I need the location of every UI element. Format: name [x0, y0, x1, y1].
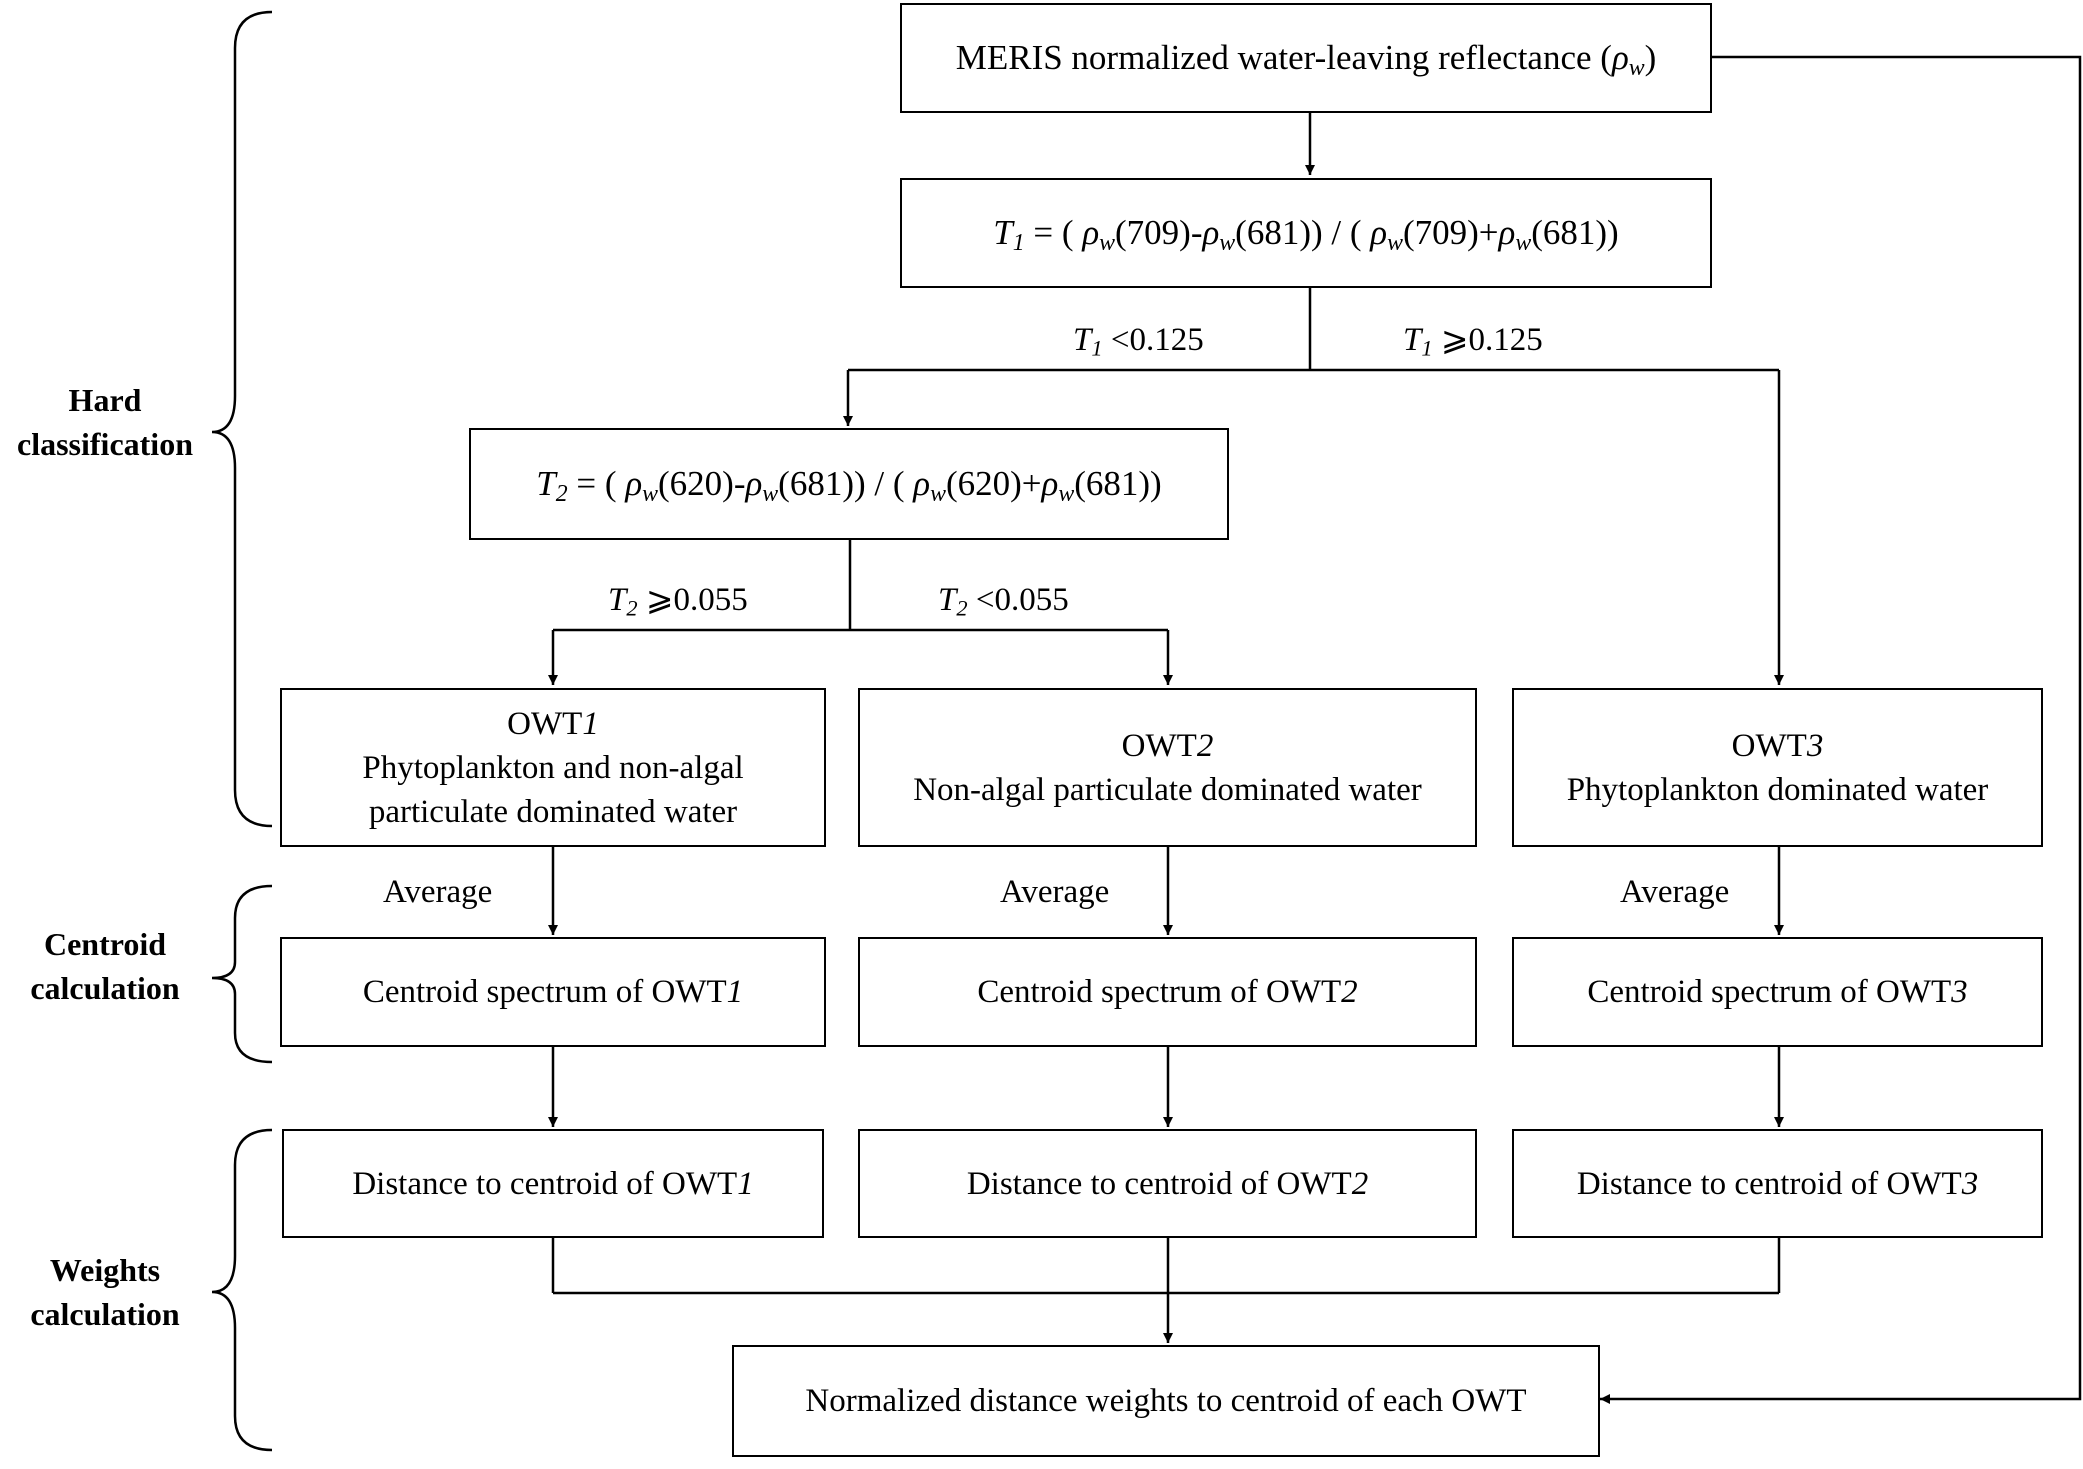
brace-centroid-calculation [211, 884, 273, 1064]
owt1-box: OWT1 Phytoplankton and non-algal particu… [280, 688, 826, 847]
t2-branch-right-label: T2 <0.055 [938, 582, 1069, 621]
brace-hard-classification [211, 10, 273, 828]
average-label-owt3: Average [1620, 874, 1730, 910]
owt2-box: OWT2 Non-algal particulate dominated wat… [858, 688, 1477, 847]
owt3-box: OWT3 Phytoplankton dominated water [1512, 688, 2043, 847]
average-label-owt2: Average [1000, 874, 1110, 910]
input-box: MERIS normalized water-leaving reflectan… [900, 3, 1712, 113]
centroid-box-owt3: Centroid spectrum of OWT3 [1512, 937, 2043, 1047]
centroid-box-owt1: Centroid spectrum of OWT1 [280, 937, 826, 1047]
section-label-centroid-calculation: Centroid calculation [30, 926, 180, 1006]
t2-formula-box: T2 = ( ρw(620)-ρw(681)) / ( ρw(620)+ρw(6… [469, 428, 1229, 540]
distance-box-owt3: Distance to centroid of OWT3 [1512, 1129, 2043, 1238]
output-box: Normalized distance weights to centroid … [732, 1345, 1600, 1457]
distance-box-owt1: Distance to centroid of OWT1 [282, 1129, 824, 1238]
distance-box-owt2: Distance to centroid of OWT2 [858, 1129, 1477, 1238]
t1-branch-right-label: T1 ⩾0.125 [1403, 322, 1543, 361]
arrow-input-to-output [1600, 55, 2082, 1404]
t1-formula-box: T1 = ( ρw(709)-ρw(681)) / ( ρw(709)+ρw(6… [900, 178, 1712, 288]
average-label-owt1: Average [383, 874, 493, 910]
t2-branch-left-label: T2 ⩾0.055 [608, 582, 748, 621]
t1-branch-left-label: T1 <0.125 [1073, 322, 1204, 361]
brace-weights-calculation [211, 1128, 273, 1452]
section-label-hard-classification: Hard classification [17, 382, 193, 462]
section-label-weights-calculation: Weights calculation [30, 1252, 180, 1332]
centroid-box-owt2: Centroid spectrum of OWT2 [858, 937, 1477, 1047]
